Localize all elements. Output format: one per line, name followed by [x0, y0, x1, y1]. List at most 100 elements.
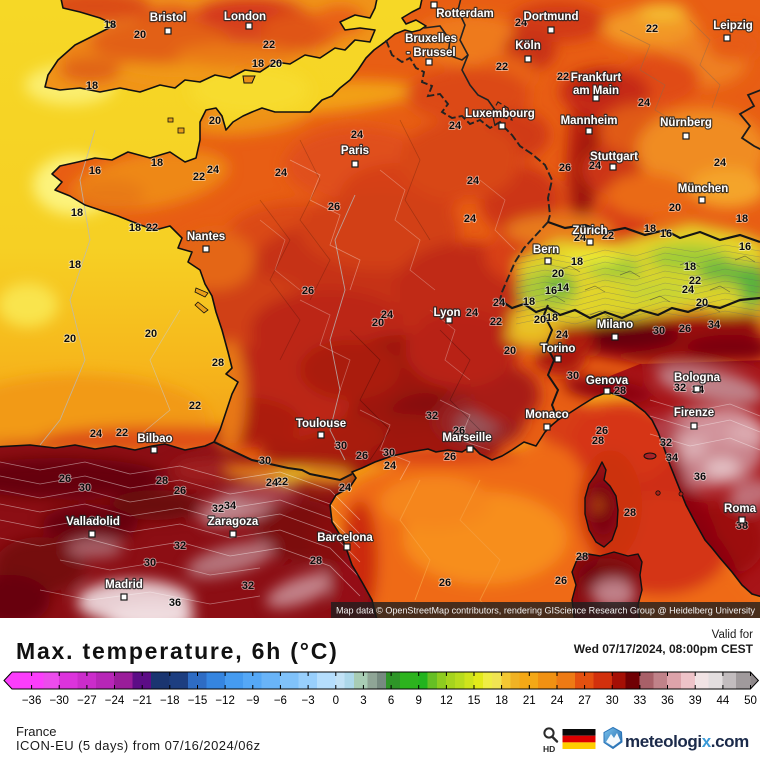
svg-text:32: 32 [212, 503, 224, 515]
svg-text:−21: −21 [132, 695, 152, 707]
svg-text:Leipzig: Leipzig [713, 20, 753, 32]
svg-text:am Main: am Main [573, 85, 619, 97]
svg-text:18: 18 [129, 222, 141, 234]
svg-text:24: 24 [351, 129, 364, 141]
svg-text:22: 22 [490, 316, 502, 328]
svg-text:18: 18 [104, 19, 116, 31]
svg-text:18: 18 [571, 256, 583, 268]
svg-text:Map data © OpenStreetMap contr: Map data © OpenStreetMap contributors, r… [336, 606, 755, 616]
svg-text:−18: −18 [160, 695, 180, 707]
svg-text:26: 26 [328, 201, 340, 213]
svg-text:26: 26 [356, 450, 368, 462]
svg-text:24: 24 [493, 297, 506, 309]
svg-text:24: 24 [90, 428, 103, 440]
svg-text:16: 16 [89, 165, 101, 177]
svg-text:28: 28 [212, 357, 224, 369]
svg-text:50: 50 [744, 695, 757, 707]
svg-text:24: 24 [449, 120, 462, 132]
svg-text:32: 32 [674, 382, 686, 394]
svg-text:36: 36 [169, 597, 181, 609]
svg-text:−3: −3 [302, 695, 315, 707]
svg-text:24: 24 [714, 157, 727, 169]
svg-text:28: 28 [624, 507, 636, 519]
svg-text:- Brussel: - Brussel [406, 47, 455, 59]
svg-text:16: 16 [739, 241, 751, 253]
svg-text:Mannheim: Mannheim [561, 115, 618, 127]
svg-text:18: 18 [684, 261, 696, 273]
svg-text:22: 22 [146, 222, 158, 234]
svg-text:32: 32 [660, 437, 672, 449]
svg-text:30: 30 [79, 482, 91, 494]
svg-text:Bern: Bern [533, 244, 559, 256]
svg-text:Torino: Torino [541, 343, 576, 355]
svg-text:18: 18 [86, 80, 98, 92]
svg-text:24: 24 [638, 97, 651, 109]
svg-text:−27: −27 [77, 695, 97, 707]
svg-text:21: 21 [523, 695, 536, 707]
svg-text:24: 24 [464, 213, 477, 225]
svg-text:24: 24 [339, 482, 352, 494]
svg-text:24: 24 [515, 17, 528, 29]
svg-text:26: 26 [453, 425, 465, 437]
svg-text:12: 12 [440, 695, 453, 707]
svg-text:20: 20 [134, 29, 146, 41]
svg-text:18: 18 [736, 213, 748, 225]
svg-text:München: München [678, 183, 728, 195]
svg-text:20: 20 [270, 58, 282, 70]
svg-text:30: 30 [606, 695, 619, 707]
svg-text:24: 24 [551, 695, 564, 707]
svg-text:33: 33 [634, 695, 647, 707]
svg-text:6: 6 [388, 695, 394, 707]
svg-text:24: 24 [589, 160, 602, 172]
svg-text:Bruxelles: Bruxelles [405, 33, 457, 45]
svg-text:24: 24 [467, 175, 480, 187]
svg-text:44: 44 [717, 695, 730, 707]
svg-text:18: 18 [69, 259, 81, 271]
svg-text:24: 24 [574, 232, 587, 244]
svg-text:26: 26 [596, 425, 608, 437]
svg-text:22: 22 [263, 39, 275, 51]
svg-text:HD: HD [543, 744, 555, 754]
svg-text:24: 24 [466, 307, 479, 319]
svg-text:18: 18 [523, 296, 535, 308]
svg-text:20: 20 [145, 328, 157, 340]
svg-text:15: 15 [468, 695, 481, 707]
svg-text:28: 28 [156, 475, 168, 487]
svg-text:22: 22 [276, 476, 288, 488]
svg-text:Marseille: Marseille [442, 432, 491, 444]
svg-text:32: 32 [242, 580, 254, 592]
svg-text:24: 24 [275, 167, 288, 179]
svg-text:32: 32 [426, 410, 438, 422]
svg-text:Genova: Genova [586, 375, 629, 387]
svg-text:0: 0 [333, 695, 339, 707]
svg-text:−6: −6 [274, 695, 287, 707]
svg-text:22: 22 [116, 427, 128, 439]
svg-text:3: 3 [360, 695, 366, 707]
svg-text:30: 30 [335, 440, 347, 452]
svg-text:−15: −15 [188, 695, 208, 707]
svg-text:26: 26 [555, 575, 567, 587]
svg-text:28: 28 [614, 385, 626, 397]
svg-text:Bristol: Bristol [150, 12, 186, 24]
svg-text:16: 16 [545, 285, 557, 297]
svg-text:20: 20 [64, 333, 76, 345]
svg-text:Nürnberg: Nürnberg [660, 117, 712, 129]
svg-text:Max. temperature, 6h (°C): Max. temperature, 6h (°C) [16, 638, 339, 664]
svg-text:14: 14 [557, 282, 570, 294]
svg-text:26: 26 [439, 577, 451, 589]
svg-text:20: 20 [504, 345, 516, 357]
svg-text:36: 36 [661, 695, 674, 707]
svg-text:Lyon: Lyon [433, 307, 460, 319]
svg-text:36: 36 [694, 471, 706, 483]
svg-text:Dortmund: Dortmund [524, 11, 579, 23]
svg-text:28: 28 [592, 435, 604, 447]
svg-text:18: 18 [495, 695, 508, 707]
svg-text:−30: −30 [49, 695, 69, 707]
svg-text:18: 18 [644, 223, 656, 235]
svg-text:22: 22 [189, 400, 201, 412]
svg-text:26: 26 [59, 473, 71, 485]
svg-text:Madrid: Madrid [105, 579, 143, 591]
svg-text:32: 32 [174, 540, 186, 552]
svg-text:ICON-EU (5 days) from 07/16/20: ICON-EU (5 days) from 07/16/2024/06z [16, 738, 261, 753]
svg-text:Bilbao: Bilbao [137, 433, 172, 445]
